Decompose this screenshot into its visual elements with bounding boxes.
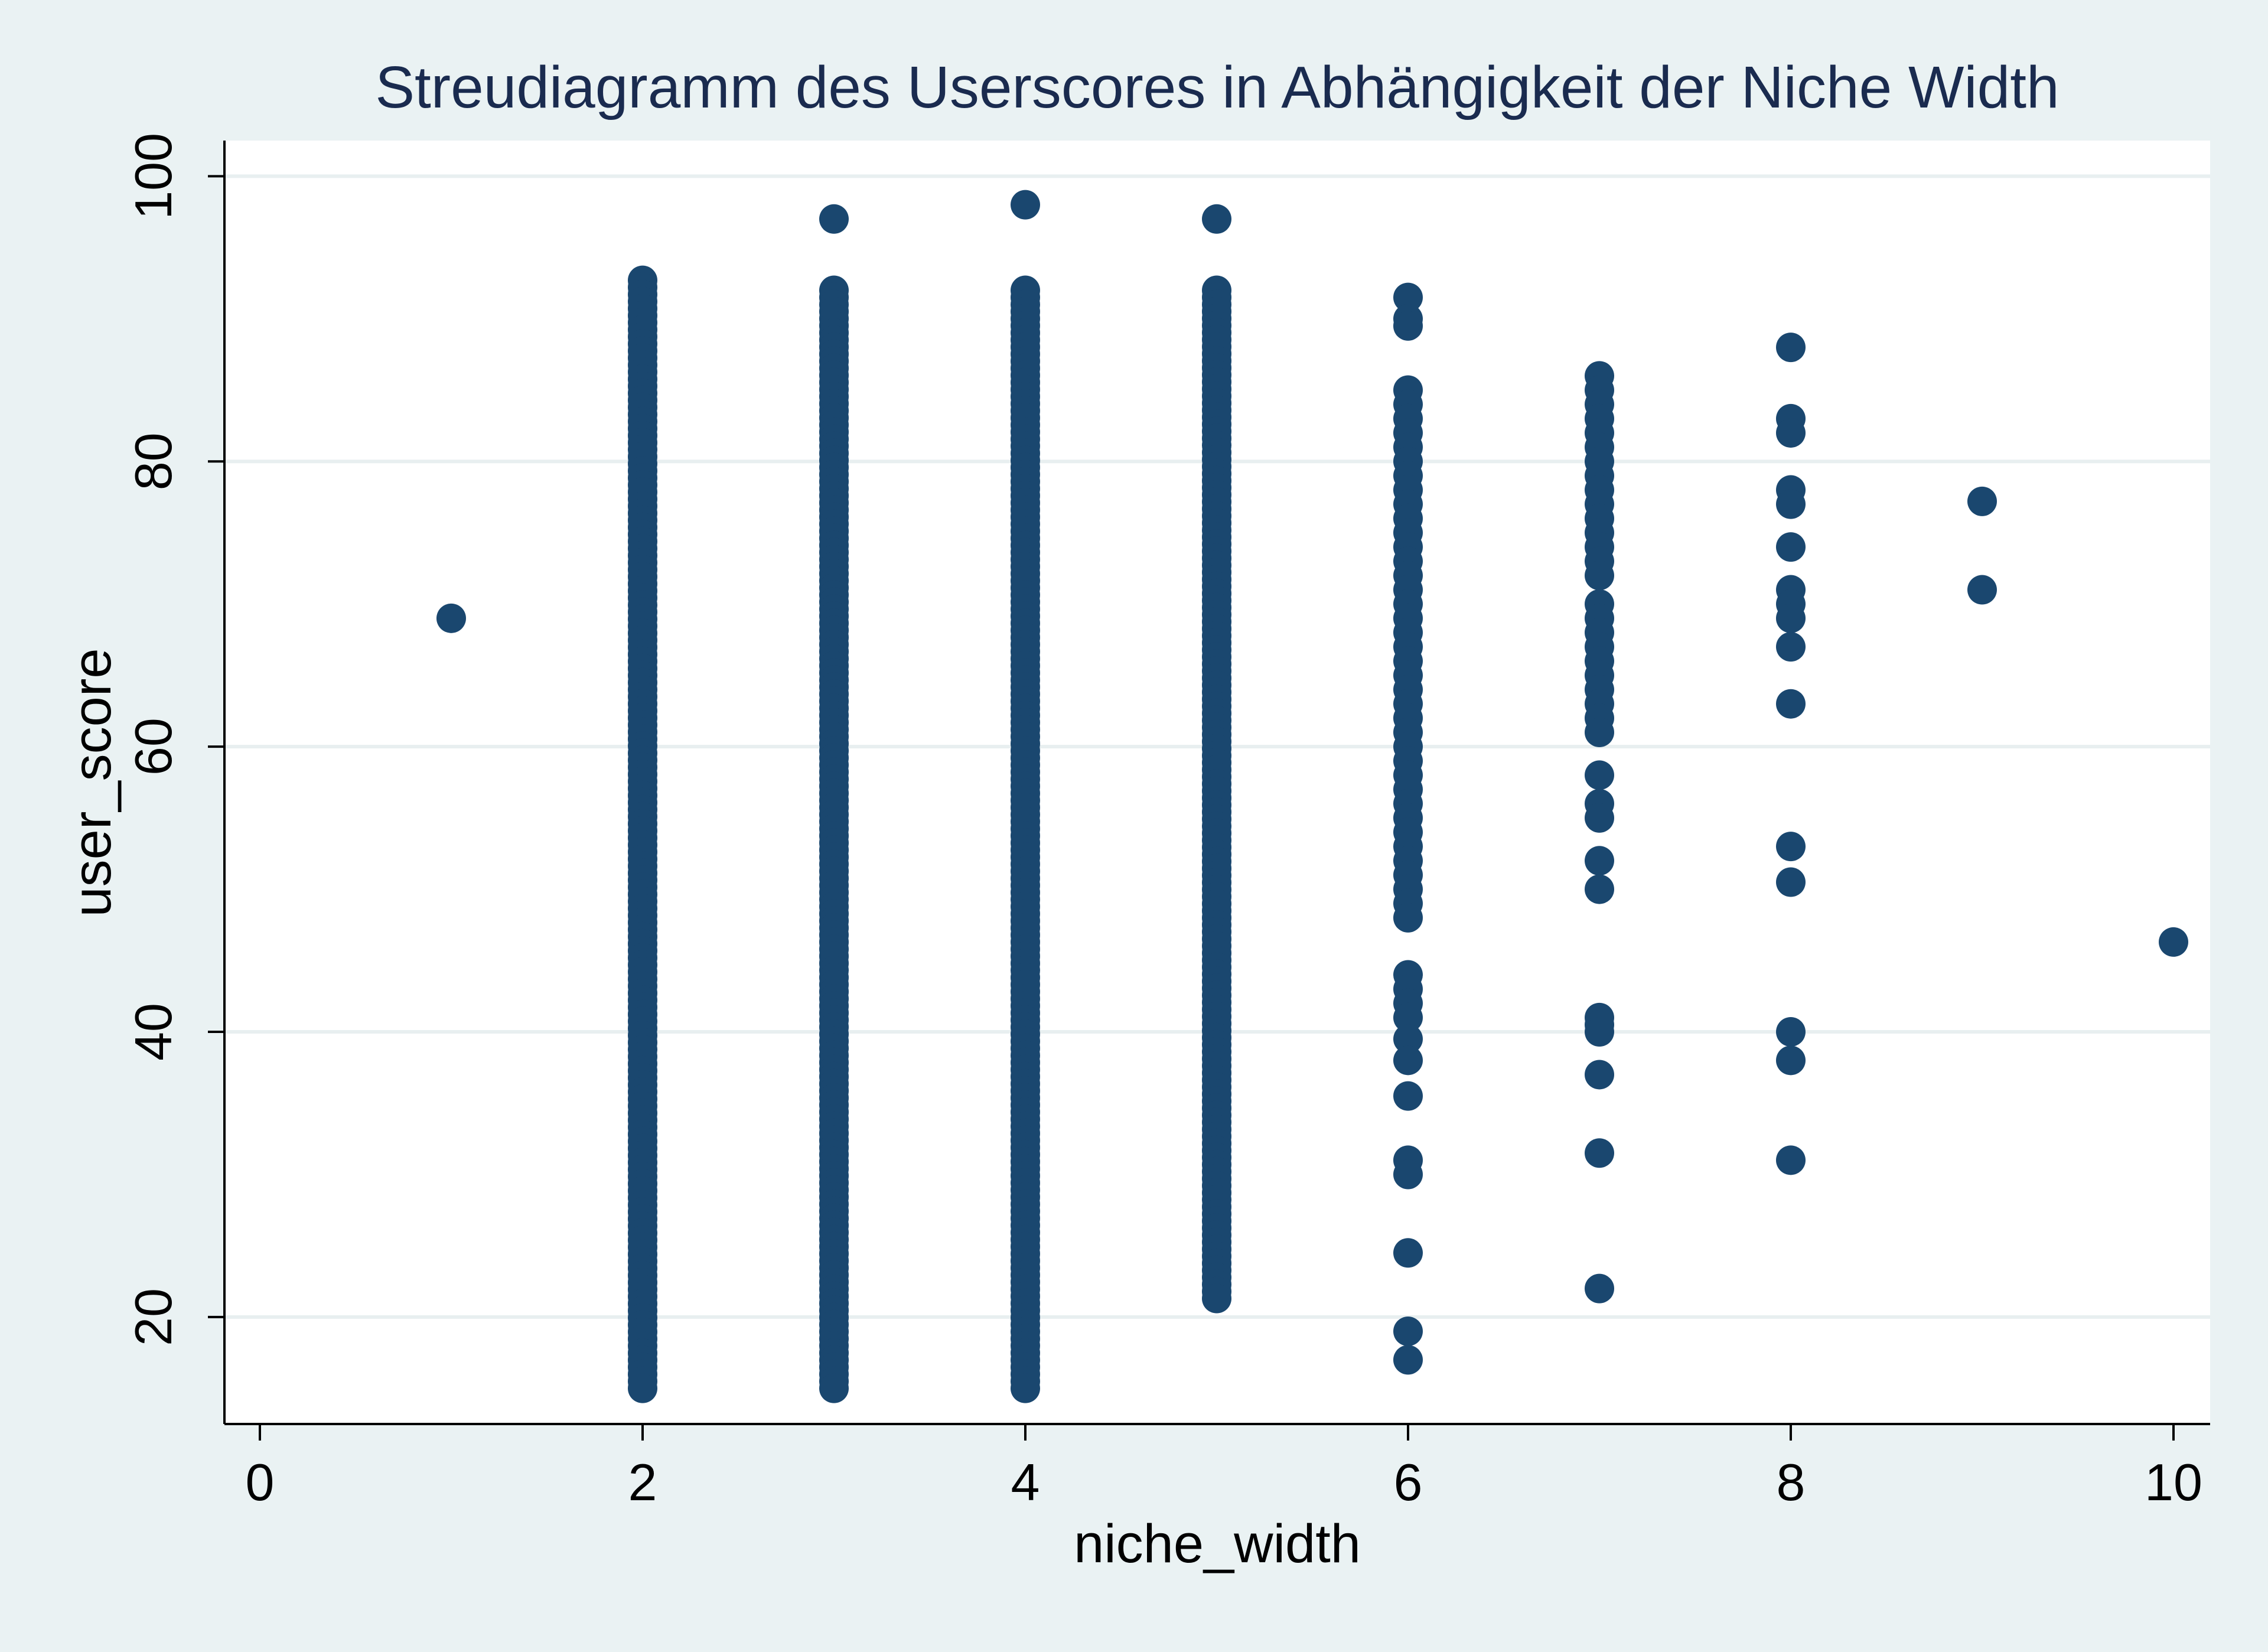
data-point [819,1373,849,1403]
data-point [1393,1345,1423,1375]
data-point [2159,927,2188,957]
data-point [1393,1081,1423,1111]
x-tick-label-10: 10 [2145,1453,2202,1511]
data-point [1011,1373,1040,1403]
data-point [1585,717,1614,747]
chart-title: Streudiagramm des Userscores in Abhängig… [375,54,2059,120]
data-point [1967,575,1997,605]
data-point [1202,204,1231,234]
data-point [1585,760,1614,790]
x-tick-label-2: 2 [628,1453,657,1511]
y-axis-label: user_score [62,648,122,917]
data-point [1776,603,1806,633]
data-point [1776,418,1806,448]
y-tick-label-80: 80 [124,432,183,490]
data-point [1585,1273,1614,1304]
data-point [1967,486,1997,516]
data-point [1776,689,1806,719]
data-point [1393,1238,1423,1268]
y-tick-label-20: 20 [124,1288,183,1346]
data-point [1776,1045,1806,1076]
data-point [1776,333,1806,363]
x-tick-label-4: 4 [1011,1453,1040,1511]
data-point [1776,832,1806,862]
data-point [1776,867,1806,897]
data-point [1585,1060,1614,1090]
data-point [1393,1024,1423,1054]
data-point [1393,1002,1423,1032]
data-point [1393,311,1423,341]
data-point [1585,846,1614,876]
y-tick-label-60: 60 [124,718,183,776]
x-tick-label-6: 6 [1394,1453,1423,1511]
y-tick-label-100: 100 [124,133,183,220]
ticks: 20 40 60 80 100 0 2 4 6 8 10 [124,133,2202,1511]
data-point [1776,632,1806,662]
data-point [1011,190,1040,220]
data-markers [436,190,2188,1403]
x-axis-label: niche_width [1074,1514,1361,1574]
data-point [628,1373,657,1403]
data-point [1776,1017,1806,1047]
data-point [436,603,466,633]
data-point [1585,803,1614,833]
data-point [1585,1138,1614,1168]
y-tick-label-40: 40 [124,1003,183,1061]
x-tick-label-8: 8 [1777,1453,1806,1511]
data-point [1393,1159,1423,1190]
data-point [1585,561,1614,591]
data-point [1202,1283,1231,1314]
data-point [1585,874,1614,904]
data-point [1393,902,1423,933]
data-point [819,204,849,234]
data-point [1776,1145,1806,1175]
data-point [1776,532,1806,562]
data-point [1393,1317,1423,1347]
data-point [1393,282,1423,312]
x-tick-label-0: 0 [246,1453,275,1511]
data-point [1585,1017,1614,1047]
data-point [1393,1045,1423,1076]
data-point [1776,489,1806,519]
axes [223,141,2210,1425]
